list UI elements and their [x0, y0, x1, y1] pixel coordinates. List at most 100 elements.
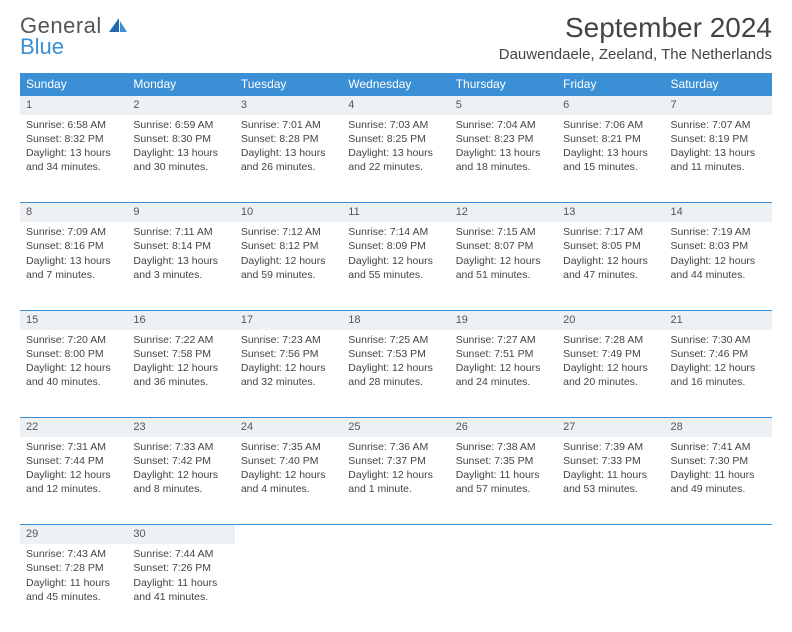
- dl1-text: Daylight: 12 hours: [241, 468, 336, 482]
- sunset-text: Sunset: 7:30 PM: [671, 454, 766, 468]
- sunrise-text: Sunrise: 7:39 AM: [563, 440, 658, 454]
- sunset-text: Sunset: 7:33 PM: [563, 454, 658, 468]
- day-cell: Sunrise: 6:59 AMSunset: 8:30 PMDaylight:…: [127, 115, 234, 203]
- sunset-text: Sunset: 8:12 PM: [241, 239, 336, 253]
- daynum-row: 15161718192021: [20, 310, 772, 329]
- dl1-text: Daylight: 12 hours: [563, 361, 658, 375]
- day-cell: Sunrise: 7:43 AMSunset: 7:28 PMDaylight:…: [20, 544, 127, 632]
- detail-row: Sunrise: 6:58 AMSunset: 8:32 PM Daylight:…: [20, 115, 772, 203]
- sunset-text: Sunset: 8:03 PM: [671, 239, 766, 253]
- weekday-header: Friday: [557, 73, 664, 96]
- dl2-text: and 20 minutes.: [563, 375, 658, 389]
- sunrise-text: Sunrise: 6:58 AM: [26, 118, 121, 132]
- sunset-text: Sunset: 7:40 PM: [241, 454, 336, 468]
- day-cell: Sunrise: 7:12 AMSunset: 8:12 PMDaylight:…: [235, 222, 342, 310]
- day-number: 14: [665, 203, 772, 222]
- page-title: September 2024: [499, 12, 772, 44]
- dl1-text: Daylight: 13 hours: [348, 146, 443, 160]
- day-cell: Sunrise: 7:17 AMSunset: 8:05 PMDaylight:…: [557, 222, 664, 310]
- weekday-header: Sunday: [20, 73, 127, 96]
- sunset-text: Sunset: 8:23 PM: [456, 132, 551, 146]
- day-number: [235, 525, 342, 544]
- day-number: 27: [557, 418, 664, 437]
- dl1-text: Daylight: 12 hours: [348, 254, 443, 268]
- day-cell: Sunrise: 7:28 AMSunset: 7:49 PMDaylight:…: [557, 330, 664, 418]
- header: General Blue September 2024 Dauwendaele,…: [20, 12, 772, 63]
- day-cell: Sunrise: 7:20 AMSunset: 8:00 PMDaylight:…: [20, 330, 127, 418]
- sunset-text: Sunset: 8:16 PM: [26, 239, 121, 253]
- day-cell: Sunrise: 7:07 AMSunset: 8:19 PMDaylight:…: [665, 115, 772, 203]
- day-number: 29: [20, 525, 127, 544]
- sunrise-text: Sunrise: 7:07 AM: [671, 118, 766, 132]
- dl2-text: and 24 minutes.: [456, 375, 551, 389]
- day-cell: [557, 544, 664, 632]
- day-number: 28: [665, 418, 772, 437]
- dl2-text: and 4 minutes.: [241, 482, 336, 496]
- day-number: 11: [342, 203, 449, 222]
- sunrise-text: Sunrise: 7:09 AM: [26, 225, 121, 239]
- day-cell: Sunrise: 7:41 AMSunset: 7:30 PMDaylight:…: [665, 437, 772, 525]
- sunset-text: Sunset: 8:32 PM: [26, 132, 121, 146]
- weekday-header-row: Sunday Monday Tuesday Wednesday Thursday…: [20, 73, 772, 96]
- day-number: 5: [450, 96, 557, 115]
- dl2-text: and 34 minutes.: [26, 160, 121, 174]
- dl1-text: Daylight: 13 hours: [241, 146, 336, 160]
- detail-row: Sunrise: 7:43 AMSunset: 7:28 PMDaylight:…: [20, 544, 772, 632]
- dl2-text: and 22 minutes.: [348, 160, 443, 174]
- day-number: 15: [20, 310, 127, 329]
- day-cell: Sunrise: 7:33 AMSunset: 7:42 PMDaylight:…: [127, 437, 234, 525]
- sunrise-text: Sunrise: 7:17 AM: [563, 225, 658, 239]
- day-cell: Sunrise: 7:44 AMSunset: 7:26 PMDaylight:…: [127, 544, 234, 632]
- day-number: 20: [557, 310, 664, 329]
- dl2-text: and 30 minutes.: [133, 160, 228, 174]
- day-cell: Sunrise: 7:15 AMSunset: 8:07 PMDaylight:…: [450, 222, 557, 310]
- sunrise-text: Sunrise: 7:28 AM: [563, 333, 658, 347]
- sail-icon: [108, 17, 128, 33]
- sunset-text: Sunset: 7:49 PM: [563, 347, 658, 361]
- day-number: 7: [665, 96, 772, 115]
- day-cell: Sunrise: 7:06 AMSunset: 8:21 PMDaylight:…: [557, 115, 664, 203]
- sunrise-text: Sunrise: 7:04 AM: [456, 118, 551, 132]
- weekday-header: Monday: [127, 73, 234, 96]
- sunrise-text: Sunrise: 7:23 AM: [241, 333, 336, 347]
- dl2-text: and 45 minutes.: [26, 590, 121, 604]
- dl2-text: and 12 minutes.: [26, 482, 121, 496]
- dl2-text: and 7 minutes.: [26, 268, 121, 282]
- logo-line2: Blue: [20, 34, 64, 59]
- dl1-text: Daylight: 11 hours: [133, 576, 228, 590]
- dl2-text: and 51 minutes.: [456, 268, 551, 282]
- dl1-text: Daylight: 12 hours: [26, 468, 121, 482]
- sunrise-text: Sunrise: 7:11 AM: [133, 225, 228, 239]
- logo-text: General Blue: [20, 16, 128, 58]
- day-number: 17: [235, 310, 342, 329]
- day-cell: [450, 544, 557, 632]
- sunset-text: Sunset: 8:19 PM: [671, 132, 766, 146]
- detail-row: Sunrise: 7:09 AMSunset: 8:16 PMDaylight:…: [20, 222, 772, 310]
- dl1-text: Daylight: 12 hours: [671, 361, 766, 375]
- dl1-text: Daylight: 13 hours: [133, 254, 228, 268]
- sunrise-text: Sunrise: 7:33 AM: [133, 440, 228, 454]
- dl2-text: and 8 minutes.: [133, 482, 228, 496]
- title-block: September 2024 Dauwendaele, Zeeland, The…: [499, 12, 772, 63]
- detail-row: Sunrise: 7:31 AMSunset: 7:44 PMDaylight:…: [20, 437, 772, 525]
- dl1-text: Daylight: 13 hours: [456, 146, 551, 160]
- dl2-text: and 11 minutes.: [671, 160, 766, 174]
- day-number: 22: [20, 418, 127, 437]
- sunset-text: Sunset: 7:51 PM: [456, 347, 551, 361]
- day-number: 9: [127, 203, 234, 222]
- day-cell: Sunrise: 7:09 AMSunset: 8:16 PMDaylight:…: [20, 222, 127, 310]
- day-number: 24: [235, 418, 342, 437]
- day-cell: Sunrise: 6:58 AMSunset: 8:32 PMDaylight:…: [20, 115, 127, 203]
- day-cell: Sunrise: 7:01 AMSunset: 8:28 PMDaylight:…: [235, 115, 342, 203]
- dl2-text: and 36 minutes.: [133, 375, 228, 389]
- dl2-text: and 40 minutes.: [26, 375, 121, 389]
- day-number: 26: [450, 418, 557, 437]
- dl1-text: Daylight: 13 hours: [26, 254, 121, 268]
- dl1-text: Daylight: 12 hours: [133, 361, 228, 375]
- dl1-text: Daylight: 11 hours: [671, 468, 766, 482]
- dl2-text: and 28 minutes.: [348, 375, 443, 389]
- weekday-header: Saturday: [665, 73, 772, 96]
- day-cell: Sunrise: 7:38 AMSunset: 7:35 PMDaylight:…: [450, 437, 557, 525]
- sunrise-text: Sunrise: 7:30 AM: [671, 333, 766, 347]
- daynum-row: 22232425262728: [20, 418, 772, 437]
